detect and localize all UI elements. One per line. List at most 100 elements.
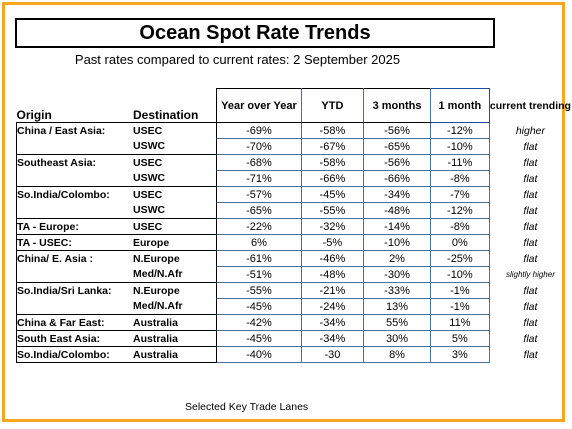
yoy-cell: -71% bbox=[216, 170, 302, 187]
destination-cell: N.Europe bbox=[132, 282, 218, 299]
destination-cell: USEC bbox=[132, 186, 218, 203]
ytd-cell: -46% bbox=[300, 250, 365, 267]
rates-table-body: China / East Asia: USEC -69% -58% -56% -12% hi… bbox=[15, 122, 572, 363]
yoy-cell: -51% bbox=[216, 266, 302, 283]
ytd-cell: -48% bbox=[300, 266, 365, 283]
table-row: TA - Europe: USEC -22% -32% -14% -8% flat bbox=[15, 218, 572, 235]
yoy-cell: -70% bbox=[216, 138, 302, 155]
origin-cell: So.India/Sri Lanka: bbox=[15, 282, 133, 299]
three-month-cell: -14% bbox=[363, 218, 431, 235]
col-header-yoy: Year over Year bbox=[216, 88, 302, 123]
table-row: Med/N.Afr -51% -48% -30% -10% slightly higher bbox=[15, 266, 572, 283]
ytd-cell: -55% bbox=[300, 202, 365, 219]
three-month-cell: -30% bbox=[363, 266, 431, 283]
origin-cell: TA - USEC: bbox=[15, 234, 133, 251]
trend-cell: flat bbox=[523, 188, 538, 201]
one-month-cell: -1% bbox=[429, 282, 490, 299]
three-month-cell: 2% bbox=[363, 250, 431, 267]
trend-cell: flat bbox=[523, 252, 538, 265]
three-month-cell: -56% bbox=[363, 154, 431, 171]
three-month-cell: 8% bbox=[363, 346, 431, 363]
three-month-cell: -56% bbox=[363, 122, 431, 139]
ytd-cell: -5% bbox=[300, 234, 365, 251]
origin-cell: So.India/Colombo: bbox=[15, 346, 133, 363]
one-month-cell: -12% bbox=[429, 122, 490, 139]
ytd-cell: -34% bbox=[300, 314, 365, 331]
three-month-cell: -34% bbox=[363, 186, 431, 203]
col-header-destination: Destination bbox=[132, 108, 199, 122]
yoy-cell: 6% bbox=[216, 234, 302, 251]
footer-caption: Selected Key Trade Lanes bbox=[185, 401, 309, 413]
one-month-cell: -10% bbox=[429, 138, 490, 155]
destination-cell: Europe bbox=[132, 234, 218, 251]
origin-cell bbox=[15, 138, 133, 155]
one-month-cell: 5% bbox=[429, 330, 490, 347]
origin-cell: South East Asia: bbox=[15, 330, 133, 347]
three-month-cell: -33% bbox=[363, 282, 431, 299]
destination-cell: USEC bbox=[132, 154, 218, 171]
one-month-cell: 0% bbox=[429, 234, 490, 251]
ytd-cell: -58% bbox=[300, 154, 365, 171]
origin-cell: Southeast Asia: bbox=[15, 154, 133, 171]
destination-cell: USEC bbox=[132, 218, 218, 235]
origin-cell: China & Far East: bbox=[15, 314, 133, 331]
table-row: TA - USEC: Europe 6% -5% -10% 0% flat bbox=[15, 234, 572, 251]
destination-cell: Med/N.Afr bbox=[132, 298, 218, 315]
ytd-cell: -32% bbox=[300, 218, 365, 235]
ytd-cell: -30 bbox=[300, 346, 365, 363]
col-header-trend: current trending bbox=[489, 99, 571, 112]
ytd-cell: -58% bbox=[300, 122, 365, 139]
one-month-cell: -8% bbox=[429, 218, 490, 235]
destination-cell: Australia bbox=[132, 330, 218, 347]
table-row: China / East Asia: USEC -69% -58% -56% -12% hi… bbox=[15, 122, 572, 139]
one-month-cell: -11% bbox=[429, 154, 490, 171]
trend-cell: flat bbox=[523, 156, 538, 169]
yoy-cell: -55% bbox=[216, 282, 302, 299]
table-row: South East Asia: Australia -45% -34% 30% 5% fl… bbox=[15, 330, 572, 347]
yoy-cell: -45% bbox=[216, 330, 302, 347]
yoy-cell: -40% bbox=[216, 346, 302, 363]
col-header-ytd: YTD bbox=[300, 88, 365, 123]
trend-cell: flat bbox=[523, 316, 538, 329]
yoy-cell: -57% bbox=[216, 186, 302, 203]
yoy-cell: -42% bbox=[216, 314, 302, 331]
table-row: Med/N.Afr -45% -24% 13% -1% flat bbox=[15, 298, 572, 315]
origin-cell: TA - Europe: bbox=[15, 218, 133, 235]
destination-cell: Med/N.Afr bbox=[132, 266, 218, 283]
three-month-cell: 13% bbox=[363, 298, 431, 315]
three-month-cell: -10% bbox=[363, 234, 431, 251]
trend-cell: flat bbox=[523, 236, 538, 249]
one-month-cell: 11% bbox=[429, 314, 490, 331]
destination-cell: Australia bbox=[132, 346, 218, 363]
col-header-origin: Origin bbox=[16, 108, 52, 122]
trend-cell: flat bbox=[523, 348, 538, 361]
destination-cell: N.Europe bbox=[132, 250, 218, 267]
table-row: USWC -71% -66% -66% -8% flat bbox=[15, 170, 572, 187]
yoy-cell: -22% bbox=[216, 218, 302, 235]
trend-cell: flat bbox=[523, 140, 538, 153]
ytd-cell: -24% bbox=[300, 298, 365, 315]
destination-cell: Australia bbox=[132, 314, 218, 331]
trend-cell: flat bbox=[523, 204, 538, 217]
table-row: So.India/Sri Lanka: N.Europe -55% -21% -33% -… bbox=[15, 282, 572, 299]
trend-cell: flat bbox=[523, 172, 538, 185]
origin-cell: So.India/Colombo: bbox=[15, 186, 133, 203]
three-month-cell: 55% bbox=[363, 314, 431, 331]
origin-cell: China/ E. Asia : bbox=[15, 250, 133, 267]
one-month-cell: -12% bbox=[429, 202, 490, 219]
table-row: So.India/Colombo: Australia -40% -30 8% 3% fla… bbox=[15, 346, 572, 363]
page-frame bbox=[2, 2, 565, 422]
origin-cell bbox=[15, 170, 133, 187]
one-month-cell: -8% bbox=[429, 170, 490, 187]
trend-cell: slightly higher bbox=[505, 269, 555, 279]
table-row: Southeast Asia: USEC -68% -58% -56% -11% flat bbox=[15, 154, 572, 171]
trend-cell: flat bbox=[523, 220, 538, 233]
one-month-cell: -10% bbox=[429, 266, 490, 283]
yoy-cell: -69% bbox=[216, 122, 302, 139]
destination-cell: USWC bbox=[132, 170, 218, 187]
origin-cell bbox=[15, 298, 133, 315]
one-month-cell: -1% bbox=[429, 298, 490, 315]
destination-cell: USWC bbox=[132, 202, 218, 219]
trend-cell: flat bbox=[523, 284, 538, 297]
page-subtitle: Past rates compared to current rates: 2 … bbox=[74, 52, 401, 67]
